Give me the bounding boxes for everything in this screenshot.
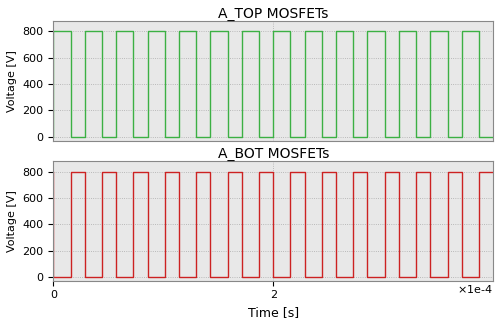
X-axis label: Time [s]: Time [s] bbox=[248, 306, 299, 319]
Y-axis label: Voltage [V]: Voltage [V] bbox=[7, 50, 17, 112]
Title: A_TOP MOSFETs: A_TOP MOSFETs bbox=[218, 7, 328, 21]
Y-axis label: Voltage [V]: Voltage [V] bbox=[7, 190, 17, 252]
Text: $\times$1e-4: $\times$1e-4 bbox=[458, 283, 493, 295]
Title: A_BOT MOSFETs: A_BOT MOSFETs bbox=[218, 147, 329, 161]
